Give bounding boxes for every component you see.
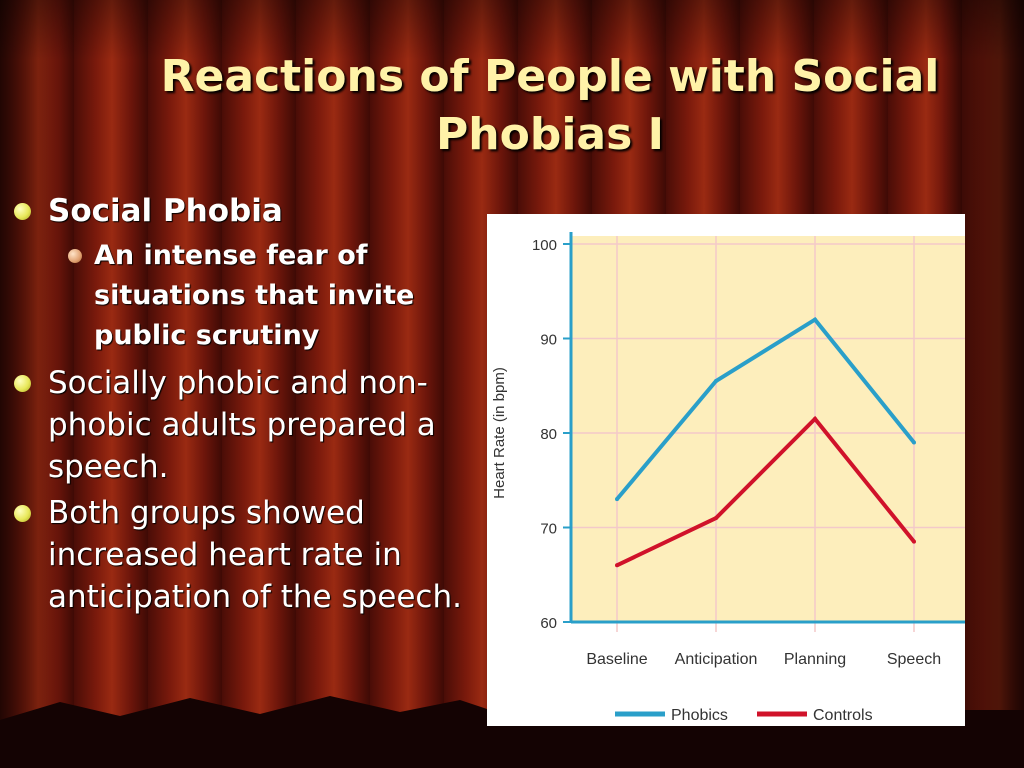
chart-svg: 60 70 80 90 100 Baseline Anticipation Planning S… [491, 232, 965, 724]
data-point [813, 317, 817, 322]
y-axis-label: Heart Rate (in bpm) [491, 367, 508, 499]
bullet-dot-icon [14, 375, 31, 392]
bullet-text: Socially phobic and non-phobic adults pr… [48, 365, 436, 485]
sub-bullet-text: An intense fear of situations that invit… [94, 240, 415, 351]
plot-area [571, 236, 965, 622]
y-tick-label: 80 [540, 426, 557, 443]
y-tick-label: 70 [540, 521, 557, 538]
legend-label: Controls [813, 707, 873, 724]
data-point [813, 416, 817, 421]
heart-rate-chart: 60 70 80 90 100 Baseline Anticipation Planning S… [487, 214, 965, 726]
data-point [912, 539, 916, 544]
sub-bullet-item: An intense fear of situations that invit… [48, 236, 480, 356]
bullet-dot-icon [14, 203, 31, 220]
x-tick-label: Baseline [586, 651, 647, 668]
curtain-valance [0, 0, 1024, 60]
bullet-dot-icon [14, 505, 31, 522]
data-point [912, 440, 916, 445]
bullet-text: Both groups showed increased heart rate … [48, 495, 462, 615]
bullet-list: Social Phobia An intense fear of situati… [10, 190, 480, 618]
legend-label: Phobics [671, 707, 728, 724]
bullet-text: Social Phobia [48, 193, 283, 229]
x-tick-label: Planning [784, 651, 846, 668]
y-tick-label: 90 [540, 332, 557, 349]
bullet-item: Socially phobic and non-phobic adults pr… [10, 362, 480, 488]
x-tick-label: Anticipation [675, 651, 758, 668]
series-line-controls [616, 415, 916, 568]
x-tick-label: Speech [887, 651, 941, 668]
y-tick-label: 60 [540, 615, 557, 632]
data-point [615, 497, 619, 502]
sub-bullet-dot-icon [68, 249, 82, 263]
bullet-item: Social Phobia [10, 190, 480, 232]
data-point [615, 563, 619, 568]
data-point [714, 516, 718, 521]
data-point [714, 379, 718, 384]
bullet-item: Both groups showed increased heart rate … [10, 492, 480, 618]
slide-title: Reactions of People with Social Phobias … [160, 51, 940, 160]
y-tick-label: 100 [532, 237, 557, 254]
series-line-phobics [615, 316, 916, 501]
